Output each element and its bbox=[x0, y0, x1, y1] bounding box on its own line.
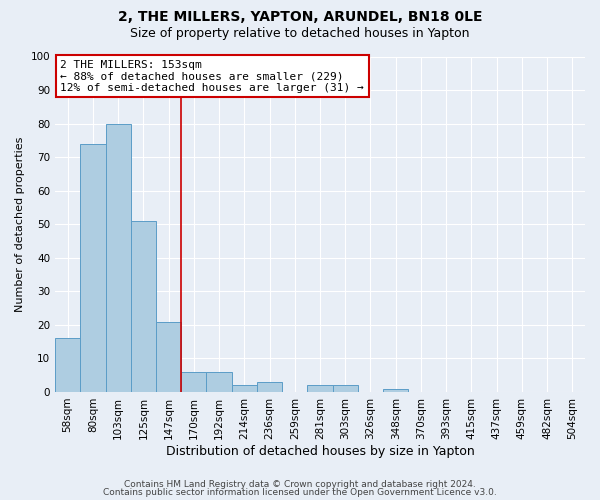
Bar bbox=[257, 382, 282, 392]
Bar bbox=[332, 385, 358, 392]
Bar bbox=[131, 221, 156, 392]
Y-axis label: Number of detached properties: Number of detached properties bbox=[15, 136, 25, 312]
Bar bbox=[232, 385, 257, 392]
Bar bbox=[156, 322, 181, 392]
X-axis label: Distribution of detached houses by size in Yapton: Distribution of detached houses by size … bbox=[166, 444, 475, 458]
Bar bbox=[106, 124, 131, 392]
Text: 2, THE MILLERS, YAPTON, ARUNDEL, BN18 0LE: 2, THE MILLERS, YAPTON, ARUNDEL, BN18 0L… bbox=[118, 10, 482, 24]
Bar bbox=[55, 338, 80, 392]
Text: Size of property relative to detached houses in Yapton: Size of property relative to detached ho… bbox=[130, 28, 470, 40]
Text: Contains HM Land Registry data © Crown copyright and database right 2024.: Contains HM Land Registry data © Crown c… bbox=[124, 480, 476, 489]
Bar bbox=[383, 388, 409, 392]
Bar bbox=[307, 385, 332, 392]
Bar bbox=[80, 144, 106, 392]
Bar bbox=[181, 372, 206, 392]
Text: 2 THE MILLERS: 153sqm
← 88% of detached houses are smaller (229)
12% of semi-det: 2 THE MILLERS: 153sqm ← 88% of detached … bbox=[61, 60, 364, 93]
Text: Contains public sector information licensed under the Open Government Licence v3: Contains public sector information licen… bbox=[103, 488, 497, 497]
Bar bbox=[206, 372, 232, 392]
